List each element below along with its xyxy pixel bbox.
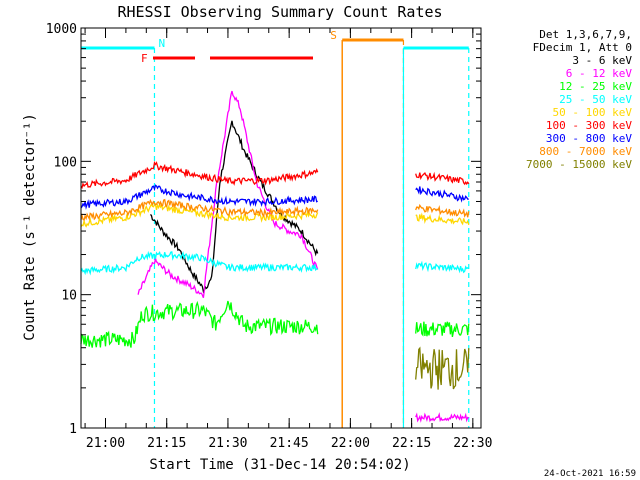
annotation-label: S (330, 29, 337, 42)
legend-entry: 7000 - 15000 keV (526, 158, 632, 171)
series-line-2 (415, 321, 470, 338)
x-tick-label: 22:00 (331, 436, 370, 451)
series-line-1 (415, 412, 470, 423)
legend-header: FDecim 1, Att 0 (533, 41, 632, 54)
x-tick-label: 22:30 (453, 436, 492, 451)
axes-frame (80, 27, 482, 429)
footer-timestamp: 24-Oct-2021 16:59 (544, 469, 636, 479)
y-tick-label: 1 (69, 422, 77, 437)
legend-entry: 50 - 100 keV (553, 106, 633, 119)
series-line-4 (415, 212, 470, 226)
legend-entry: 300 - 800 keV (546, 132, 632, 145)
legend-header: Det 1,3,6,7,9, (539, 28, 632, 41)
x-tick-label: 21:15 (147, 436, 186, 451)
x-axis-label: Start Time (31-Dec-14 20:54:02) (149, 457, 410, 473)
legend-entry: 800 - 7000 keV (539, 145, 632, 158)
series-line-1 (137, 90, 319, 299)
annotation-label: F (141, 52, 148, 65)
series-line-0 (149, 120, 319, 294)
series-line-5 (80, 160, 319, 189)
legend: Det 1,3,6,7,9,FDecim 1, Att 03 - 6 keV6 … (526, 28, 632, 171)
legend-entry: 100 - 300 keV (546, 119, 632, 132)
legend-entry: 6 - 12 keV (566, 67, 633, 80)
y-axis-label: Count Rate (s⁻¹ detector⁻¹) (22, 113, 38, 341)
legend-entry: 3 - 6 keV (572, 54, 632, 67)
series-line-3 (415, 260, 470, 274)
series-line-7 (80, 198, 319, 222)
y-tick-label: 100 (54, 155, 77, 170)
series-line-7 (415, 203, 470, 218)
series-line-6 (80, 184, 318, 210)
series-line-3 (80, 250, 319, 276)
series-line-4 (80, 202, 319, 228)
chart-title: RHESSI Observing Summary Count Rates (117, 3, 442, 21)
y-tick-label: 1000 (46, 22, 77, 37)
legend-entry: 25 - 50 keV (559, 93, 632, 106)
series-line-6 (415, 186, 469, 203)
x-tick-label: 21:30 (208, 436, 247, 451)
x-tick-label: 21:00 (86, 436, 125, 451)
x-tick-label: 21:45 (270, 436, 309, 451)
annotation-label: N (158, 37, 165, 50)
series-line-5 (415, 171, 470, 186)
series-line-8 (415, 346, 470, 390)
plot-area: NF S 1 10 100 1000 21:00 21:15 21:30 21:45 22:00 22… (46, 22, 493, 451)
y-tick-label: 10 (61, 289, 77, 304)
legend-entry: 12 - 25 keV (559, 80, 632, 93)
x-tick-label: 22:15 (392, 436, 431, 451)
series-line-2 (80, 300, 319, 348)
